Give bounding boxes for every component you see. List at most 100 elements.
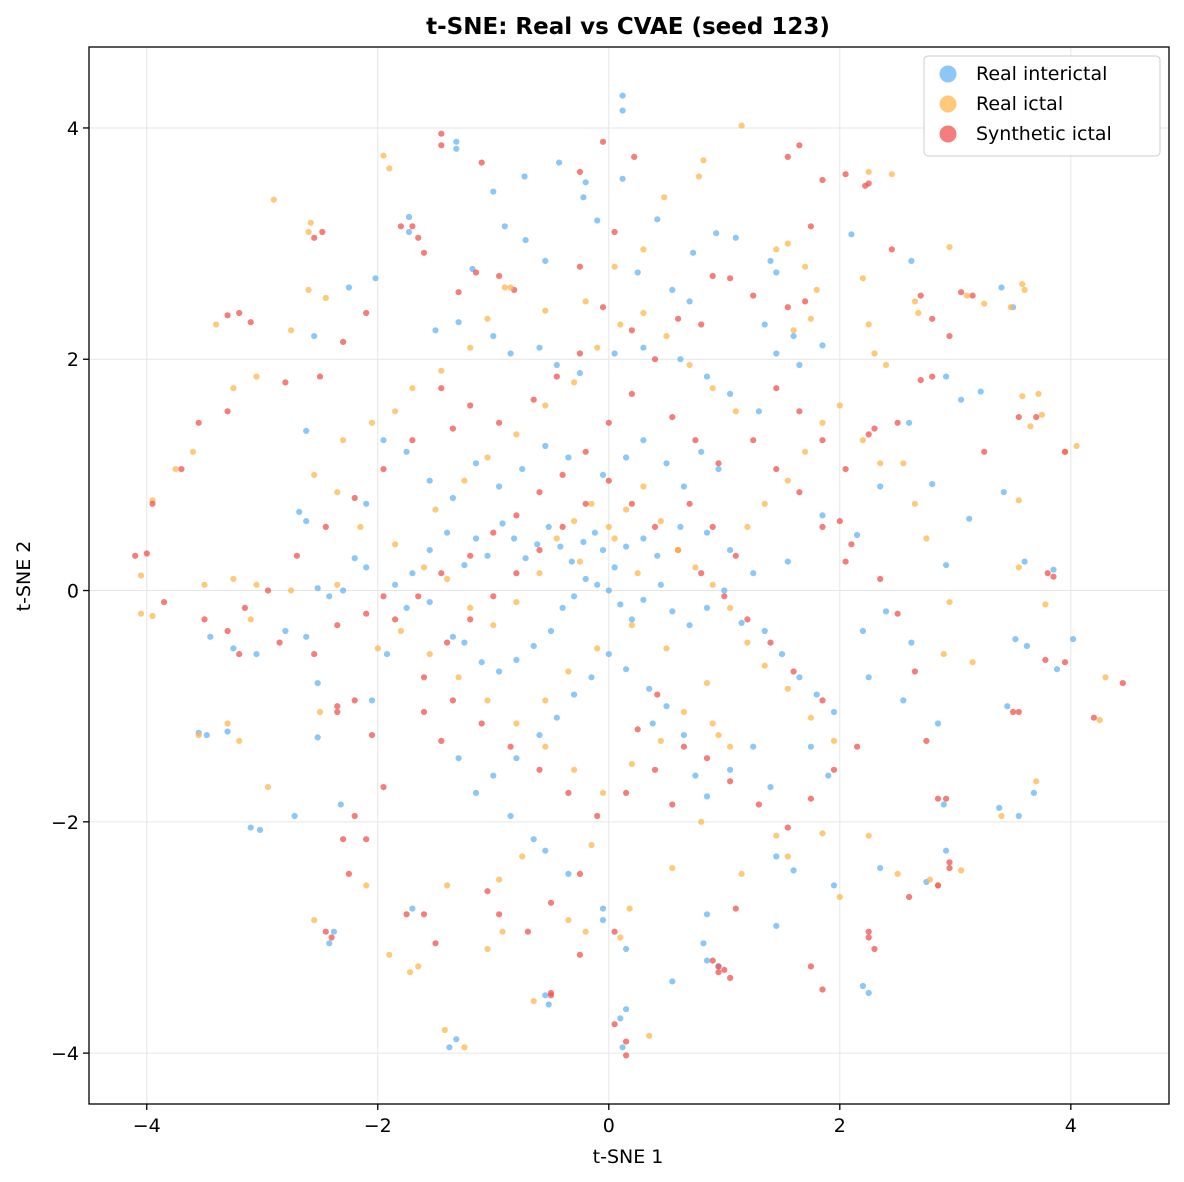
data-point-series-0 (426, 547, 433, 554)
data-point-series-2 (605, 477, 612, 484)
data-point-series-0 (605, 651, 612, 658)
data-point-series-2 (790, 668, 797, 675)
data-point-series-2 (686, 500, 693, 507)
data-point-series-2 (1090, 714, 1097, 721)
data-point-series-1 (455, 674, 462, 681)
data-point-series-2 (351, 494, 358, 502)
data-point-series-1 (195, 732, 202, 739)
data-point-series-0 (582, 179, 589, 186)
data-point-series-0 (657, 581, 664, 588)
data-point-series-2 (311, 234, 318, 241)
data-point-series-0 (859, 982, 867, 990)
data-point-series-2 (611, 928, 618, 935)
data-point-series-2 (1061, 659, 1069, 666)
data-point-series-0 (784, 558, 791, 565)
data-point-series-0 (461, 639, 468, 646)
data-point-series-2 (1010, 708, 1017, 716)
data-point-series-2 (496, 272, 503, 280)
data-point-series-2 (698, 570, 705, 577)
data-point-series-2 (392, 616, 399, 623)
data-point-series-2 (241, 604, 248, 612)
y-tick-label: −4 (51, 1043, 79, 1065)
data-point-series-0 (617, 601, 624, 608)
data-point-series-1 (172, 466, 179, 473)
data-point-series-0 (1012, 636, 1019, 643)
data-point-series-0 (619, 92, 626, 99)
data-point-series-2 (623, 1038, 630, 1045)
data-point-series-2 (345, 870, 352, 878)
data-point-series-1 (484, 945, 491, 953)
data-point-series-0 (542, 847, 549, 854)
data-point-series-1 (1027, 423, 1034, 430)
data-point-series-0 (501, 223, 508, 230)
data-point-series-0 (337, 801, 344, 808)
data-point-series-0 (934, 720, 942, 727)
data-point-series-1 (542, 697, 549, 704)
data-point-series-0 (943, 373, 950, 380)
data-point-series-1 (761, 500, 768, 507)
data-point-series-1 (703, 680, 711, 687)
data-point-series-0 (372, 275, 379, 282)
y-axis-label: t-SNE 2 (13, 541, 35, 612)
data-point-series-1 (380, 152, 387, 159)
data-point-series-1 (923, 535, 930, 542)
data-point-series-0 (703, 957, 711, 964)
data-point-series-2 (732, 905, 739, 912)
data-point-series-2 (496, 419, 503, 426)
data-point-series-0 (253, 651, 260, 658)
data-point-series-1 (859, 275, 867, 282)
data-point-series-0 (478, 659, 485, 666)
data-point-series-2 (906, 893, 913, 901)
data-point-series-1 (409, 385, 416, 392)
data-point-series-1 (513, 720, 520, 727)
data-point-series-0 (203, 732, 210, 739)
data-point-series-1 (663, 645, 670, 652)
data-point-series-0 (750, 743, 757, 750)
data-point-series-2 (715, 963, 722, 970)
data-point-series-1 (519, 853, 526, 860)
data-point-series-2 (929, 373, 936, 380)
data-point-series-1 (264, 784, 272, 791)
data-point-series-0 (623, 1006, 630, 1013)
data-point-series-2 (351, 812, 358, 820)
data-point-series-2 (1044, 570, 1051, 577)
data-point-series-2 (865, 934, 872, 941)
data-point-series-2 (449, 425, 456, 432)
x-tick-label: −2 (364, 1115, 392, 1137)
data-point-series-1 (969, 659, 976, 666)
data-point-series-0 (351, 555, 358, 562)
data-point-series-2 (594, 812, 601, 820)
data-point-series-0 (314, 585, 321, 592)
data-point-series-1 (392, 541, 399, 548)
data-point-series-1 (813, 286, 820, 293)
data-point-series-2 (490, 529, 497, 536)
data-point-series-0 (727, 547, 734, 554)
data-point-series-2 (727, 974, 734, 982)
data-point-series-1 (588, 500, 595, 507)
data-point-series-1 (640, 309, 647, 317)
data-point-series-0 (738, 619, 745, 627)
data-point-series-2 (958, 289, 965, 296)
data-point-series-0 (594, 581, 601, 588)
data-point-series-2 (576, 870, 584, 878)
data-point-series-0 (908, 639, 915, 646)
data-point-series-2 (773, 385, 780, 392)
data-point-series-2 (784, 153, 791, 160)
data-point-series-1 (877, 460, 884, 467)
data-point-series-2 (363, 309, 370, 317)
data-point-series-0 (461, 562, 468, 569)
data-point-series-1 (501, 284, 508, 291)
data-point-series-2 (293, 552, 300, 559)
data-point-series-2 (432, 940, 439, 947)
data-point-series-1 (438, 367, 445, 374)
data-point-series-0 (761, 627, 768, 635)
data-point-series-0 (654, 216, 661, 223)
data-point-series-2 (322, 523, 329, 531)
data-point-series-2 (836, 518, 843, 525)
data-point-series-2 (547, 899, 555, 906)
data-point-series-0 (663, 460, 670, 467)
data-point-series-2 (455, 289, 462, 296)
data-point-series-2 (1033, 414, 1040, 421)
data-point-series-2 (565, 789, 572, 797)
data-point-series-0 (703, 529, 711, 536)
